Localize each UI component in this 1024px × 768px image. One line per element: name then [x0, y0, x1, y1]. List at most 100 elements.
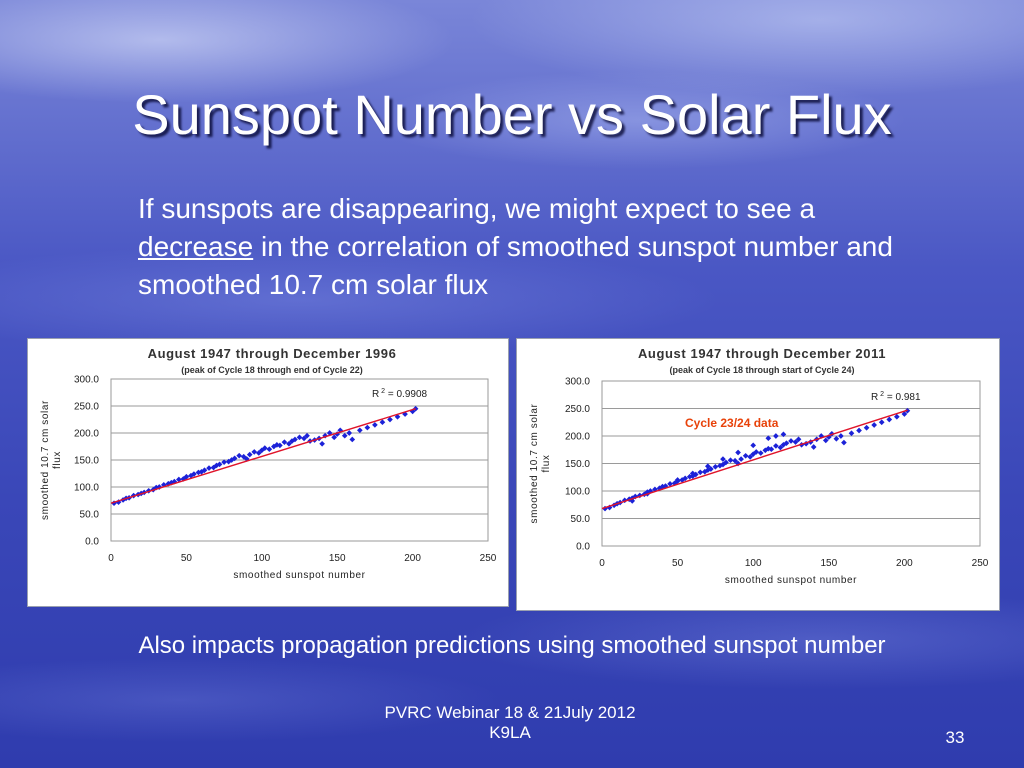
x-tick-label: 150	[820, 558, 837, 569]
data-point	[732, 457, 738, 464]
plot-area	[601, 380, 981, 547]
data-point	[266, 446, 273, 453]
data-point	[261, 445, 268, 451]
y-axis-label: smoothed 10.7 cm solarflux	[40, 400, 63, 520]
y-tick-label: 250.0	[565, 404, 590, 415]
data-point	[783, 440, 790, 446]
r-squared-label: R 2 = 0.981	[871, 391, 921, 403]
x-tick-label: 200	[404, 553, 421, 564]
data-point	[750, 442, 757, 449]
x-axis-label: smoothed sunspot number	[725, 575, 857, 586]
data-point	[738, 456, 744, 462]
x-tick-label: 150	[329, 553, 346, 564]
r-squared-sup: 2	[878, 391, 884, 398]
data-point	[246, 451, 253, 458]
data-point	[277, 442, 283, 449]
y-axis-label-line2: flux	[52, 451, 63, 469]
x-tick-label: 50	[181, 553, 193, 564]
data-point	[387, 416, 393, 423]
data-point	[191, 471, 197, 477]
footer: PVRC Webinar 18 & 21July 2012 K9LA	[330, 703, 690, 743]
trendline	[601, 409, 908, 510]
y-tick-label: 150.0	[565, 459, 590, 470]
intro-text-part2: in the correlation of smoothed sunspot n…	[138, 231, 893, 300]
y-tick-label: 100.0	[565, 487, 590, 498]
data-point	[833, 435, 840, 442]
r-squared-sup: 2	[379, 388, 385, 395]
footer-line2: K9LA	[489, 723, 531, 742]
bottom-note: Also impacts propagation predictions usi…	[138, 632, 886, 659]
chart-right-frame: August 1947 through December 2011 (peak o…	[516, 338, 1000, 611]
chart-subtitle: (peak of Cycle 18 through end of Cycle 2…	[181, 365, 363, 375]
data-point	[372, 422, 378, 428]
chart-subtitle: (peak of Cycle 18 through start of Cycle…	[669, 365, 854, 375]
intro-text: If sunspots are disappearing, we might e…	[138, 190, 898, 304]
data-point	[349, 436, 356, 443]
data-point	[221, 459, 227, 465]
data-point	[281, 439, 288, 446]
data-point	[319, 440, 325, 447]
x-tick-label: 250	[972, 558, 989, 569]
r-squared-value: = 0.9908	[385, 389, 427, 400]
r-squared-value: = 0.981	[884, 392, 921, 403]
data-point	[286, 440, 292, 447]
data-point	[742, 452, 749, 459]
y-tick-label: 300.0	[74, 375, 99, 386]
x-tick-label: 100	[745, 558, 762, 569]
data-point	[822, 437, 829, 444]
data-point	[848, 430, 855, 437]
data-point	[773, 443, 779, 449]
intro-emphasis: decrease	[138, 231, 254, 262]
data-point	[346, 430, 353, 436]
data-point	[878, 419, 885, 426]
data-point	[705, 463, 711, 470]
y-tick-label: 50.0	[80, 510, 100, 521]
y-tick-label: 50.0	[571, 514, 591, 525]
x-axis-label: smoothed sunspot number	[233, 570, 365, 581]
data-point	[341, 432, 348, 439]
data-point	[795, 436, 802, 443]
data-point	[757, 450, 764, 456]
chart-left-frame: August 1947 through December 1996 (peak o…	[27, 338, 509, 607]
chart-right: August 1947 through December 2011 (peak o…	[529, 346, 989, 586]
data-point	[810, 444, 817, 450]
y-axis-label-line1: smoothed 10.7 cm solar	[529, 403, 540, 523]
data-point	[901, 411, 908, 417]
x-tick-label: 50	[672, 558, 684, 569]
y-tick-label: 200.0	[565, 432, 590, 443]
x-tick-label: 100	[253, 553, 270, 564]
data-point	[886, 416, 893, 423]
data-point	[206, 465, 212, 471]
data-point	[364, 424, 371, 431]
data-point	[735, 449, 741, 456]
data-point	[251, 449, 258, 455]
data-point	[777, 444, 784, 451]
data-point	[183, 473, 190, 480]
x-tick-label: 200	[896, 558, 913, 569]
data-point	[773, 433, 779, 439]
data-point	[768, 446, 775, 453]
data-point	[176, 476, 182, 483]
x-tick-label: 0	[108, 553, 114, 564]
y-tick-label: 300.0	[565, 377, 590, 388]
y-tick-label: 200.0	[74, 429, 99, 440]
r-squared-symbol: R	[871, 392, 878, 403]
data-point	[682, 475, 688, 482]
chart-title: August 1947 through December 1996	[148, 346, 397, 361]
plot-area	[110, 378, 489, 542]
intro-text-part1: If sunspots are disappearing, we might e…	[138, 193, 816, 224]
data-point	[379, 419, 386, 426]
data-point	[894, 413, 900, 420]
data-point	[863, 424, 870, 431]
data-point	[674, 477, 681, 483]
data-point	[838, 433, 844, 439]
data-point	[841, 439, 847, 446]
data-point	[697, 469, 704, 476]
chart-left: August 1947 through December 1996 (peak o…	[40, 346, 497, 581]
data-point	[856, 427, 862, 434]
x-tick-label: 0	[599, 558, 605, 569]
chart-title: August 1947 through December 2011	[638, 346, 886, 361]
data-point	[780, 431, 787, 438]
data-point	[765, 435, 772, 442]
y-tick-label: 100.0	[74, 483, 99, 494]
